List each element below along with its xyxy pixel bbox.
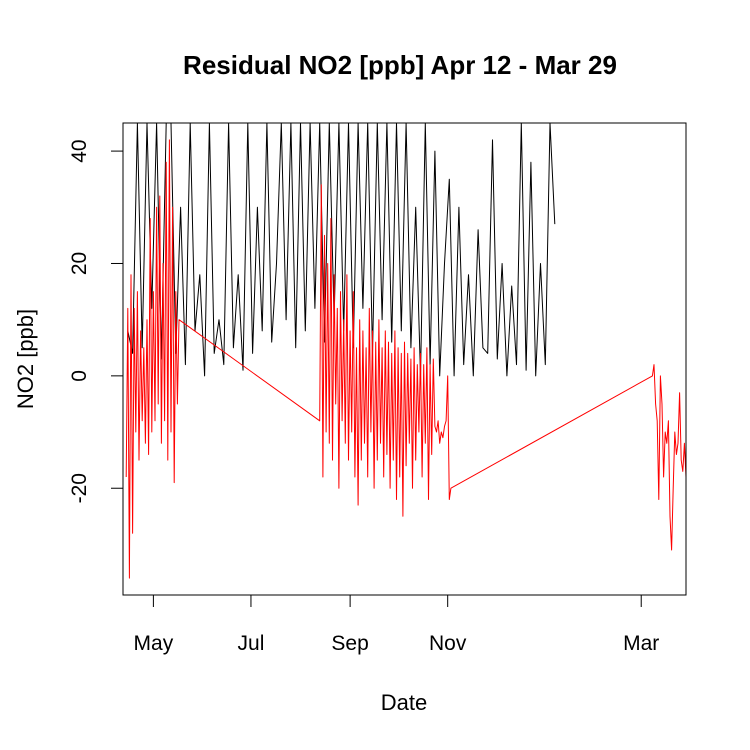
x-axis-label: Date <box>381 690 427 715</box>
x-tick-label-4: Mar <box>623 632 659 655</box>
plot-frame <box>122 122 687 596</box>
x-axis: May Jul Sep Nov Mar <box>134 595 659 655</box>
y-tick-label-1: 0 <box>68 370 91 382</box>
x-tick-label-2: Sep <box>331 632 368 655</box>
series-layer <box>125 123 686 579</box>
x-tick-label-3: Nov <box>429 632 467 655</box>
series-line-0 <box>127 123 556 377</box>
y-tick-label-2: 20 <box>68 252 91 275</box>
y-axis: -20 0 20 40 <box>68 139 123 503</box>
chart-title: Residual NO2 [ppb] Apr 12 - Mar 29 <box>183 50 617 80</box>
y-tick-label-3: 40 <box>68 139 91 162</box>
series-line-1 <box>125 139 686 579</box>
x-tick-label-1: Jul <box>238 632 265 655</box>
x-tick-label-0: May <box>134 632 174 655</box>
y-tick-label-0: -20 <box>68 473 91 503</box>
y-axis-label: NO2 [ppb] <box>13 309 38 409</box>
